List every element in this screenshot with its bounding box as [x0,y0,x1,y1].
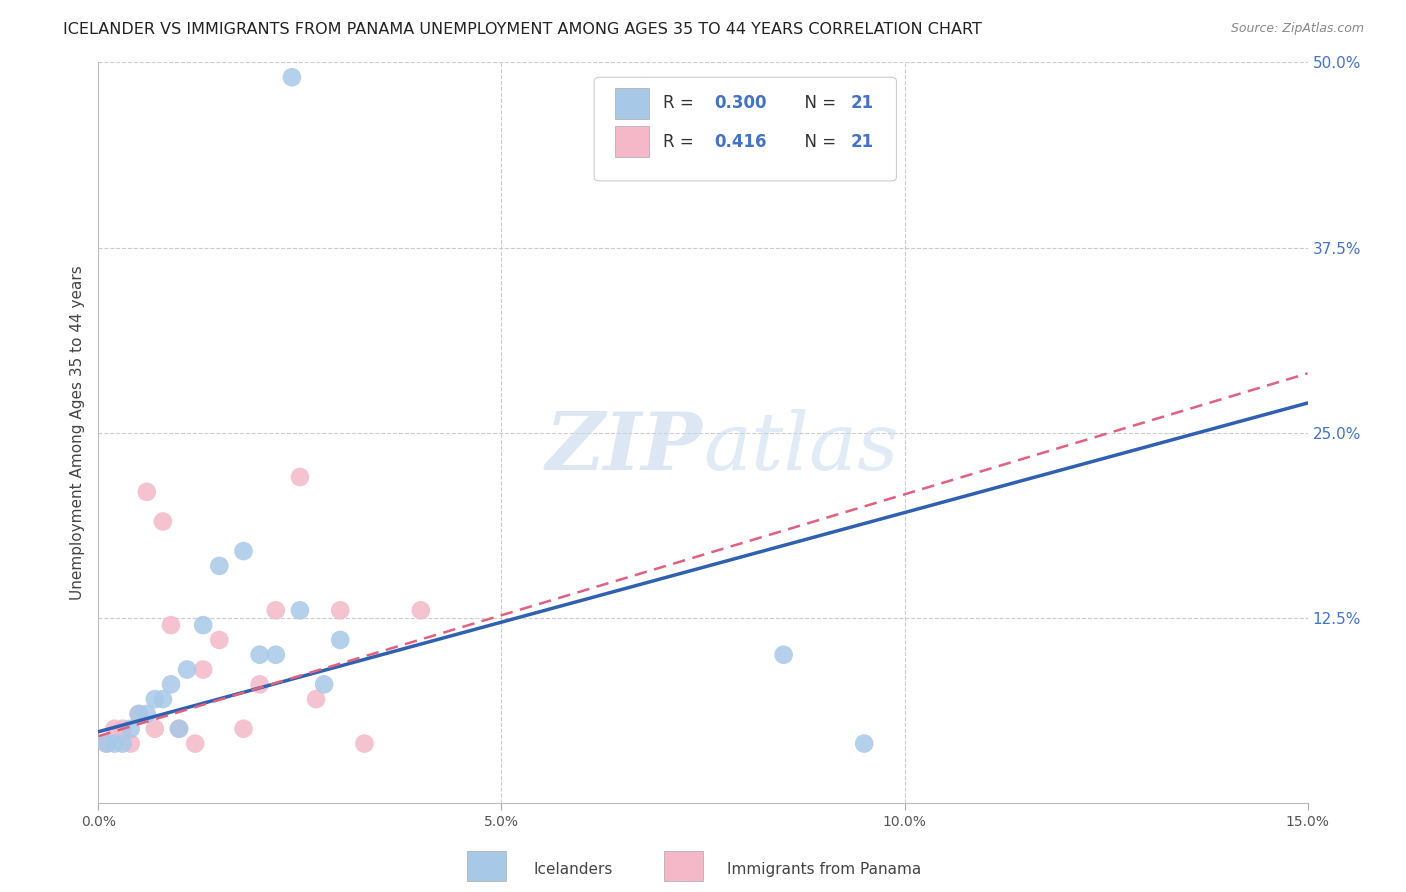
Text: 21: 21 [851,133,873,151]
Point [184,737,207,751]
Point [103,737,125,751]
Text: 21: 21 [851,95,873,112]
Point [208,558,231,573]
Text: 0.300: 0.300 [714,95,766,112]
Point [152,515,174,529]
Point [853,737,876,751]
Y-axis label: Unemployment Among Ages 35 to 44 years: Unemployment Among Ages 35 to 44 years [69,265,84,600]
Text: Icelanders: Icelanders [534,862,613,877]
Point [353,737,375,751]
Text: ICELANDER VS IMMIGRANTS FROM PANAMA UNEMPLOYMENT AMONG AGES 35 TO 44 YEARS CORRE: ICELANDER VS IMMIGRANTS FROM PANAMA UNEM… [63,22,983,37]
Point [135,484,157,499]
Point [232,722,254,736]
FancyBboxPatch shape [614,87,648,119]
Point [249,648,271,662]
Text: R =: R = [664,133,699,151]
Point [772,648,794,662]
Point [232,544,254,558]
Point [329,603,352,617]
FancyBboxPatch shape [614,126,648,157]
Point [409,603,432,617]
Point [128,706,150,721]
Point [143,692,166,706]
Point [96,737,118,751]
Point [305,692,328,706]
Point [160,677,183,691]
Point [103,722,125,736]
Point [96,737,118,751]
Point [176,663,198,677]
FancyBboxPatch shape [595,78,897,181]
Point [128,706,150,721]
Point [143,722,166,736]
FancyBboxPatch shape [467,851,506,880]
Point [193,618,215,632]
Point [111,722,134,736]
Point [193,663,215,677]
Point [249,677,271,691]
Point [281,70,304,85]
Point [288,470,311,484]
Point [120,737,142,751]
Text: Immigrants from Panama: Immigrants from Panama [727,862,921,877]
Text: atlas: atlas [703,409,898,486]
Text: Source: ZipAtlas.com: Source: ZipAtlas.com [1230,22,1364,36]
Point [135,706,157,721]
Text: N =: N = [793,133,841,151]
Text: N =: N = [793,95,841,112]
Point [167,722,190,736]
Point [264,648,287,662]
Text: ZIP: ZIP [546,409,703,486]
Text: R =: R = [664,95,699,112]
Point [111,737,134,751]
FancyBboxPatch shape [664,851,703,880]
Point [314,677,336,691]
Point [208,632,231,647]
Point [288,603,311,617]
Point [329,632,352,647]
Text: 0.416: 0.416 [714,133,766,151]
Point [152,692,174,706]
Point [167,722,190,736]
Point [264,603,287,617]
Point [120,722,142,736]
Point [160,618,183,632]
